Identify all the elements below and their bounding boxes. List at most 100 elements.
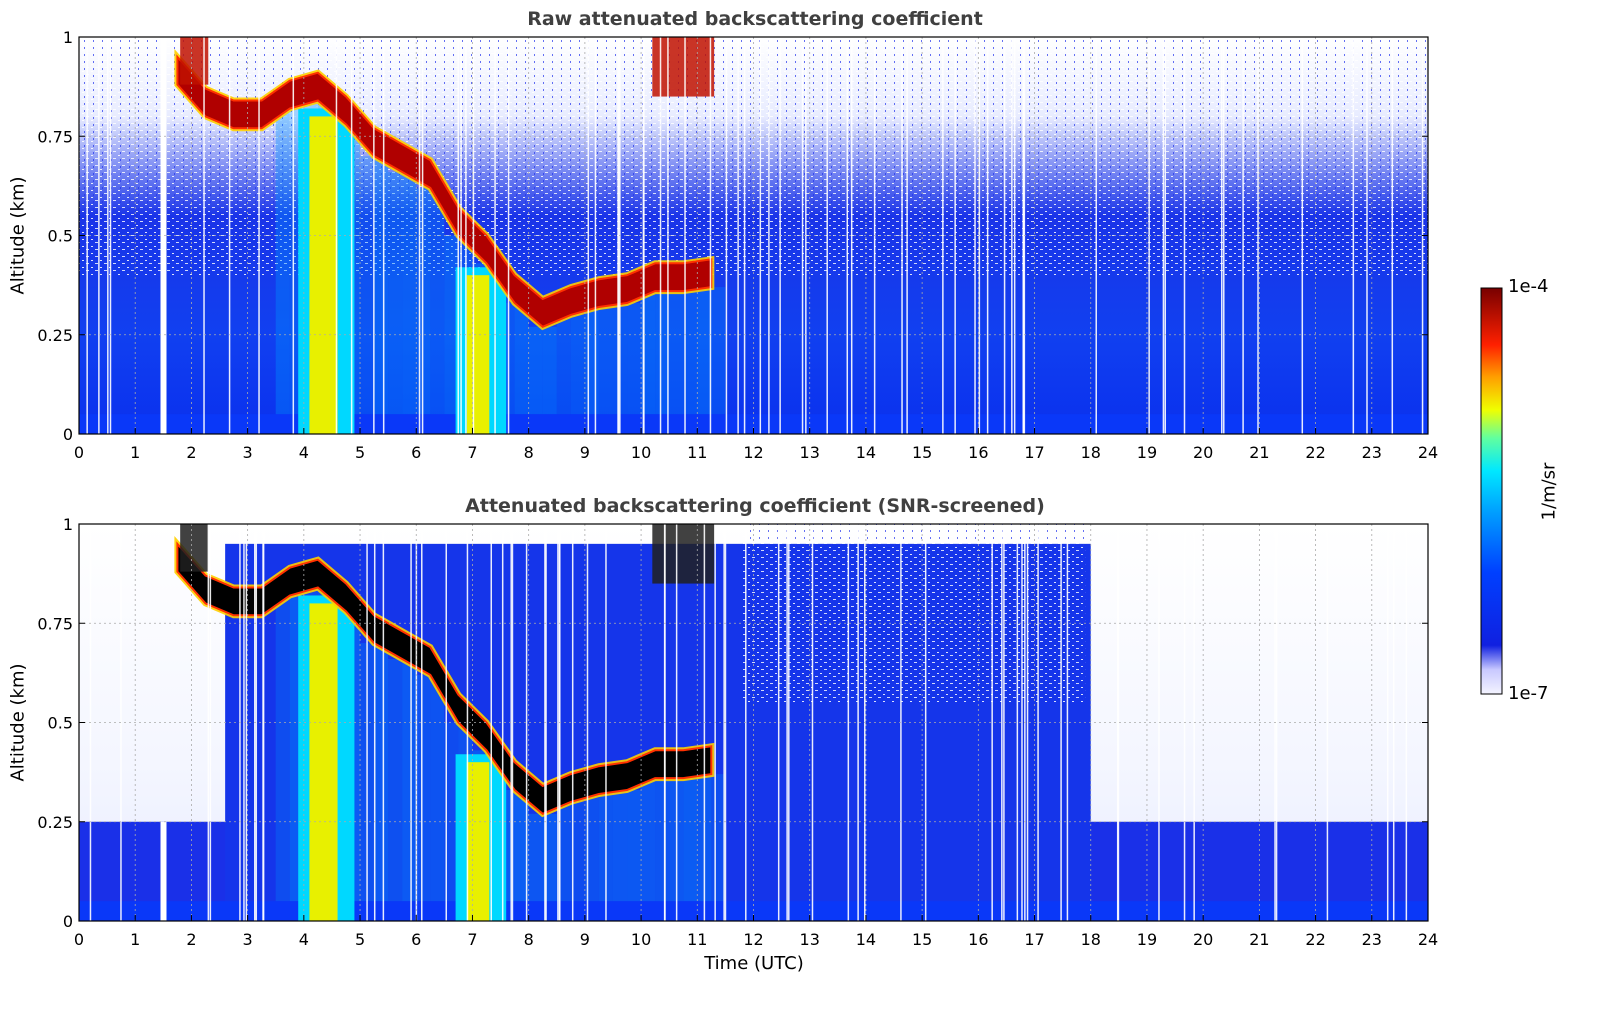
- bottom-data-gap: [245, 524, 248, 921]
- top-aerosol-column: [402, 171, 417, 415]
- bottom-data-gap: [511, 524, 514, 921]
- bottom-gridlines: [79, 524, 1428, 921]
- bottom-aerosol-column: [402, 658, 417, 902]
- bottom-x-tick-label: 18: [1081, 930, 1101, 949]
- top-x-tick-label: 5: [355, 443, 365, 462]
- bottom-aerosol-column: [514, 789, 529, 902]
- bottom-aerosol-column: [416, 674, 431, 902]
- top-data-gap: [942, 37, 944, 434]
- bottom-data-gap: [857, 524, 859, 921]
- top-data-gap: [901, 37, 903, 434]
- bottom-x-tick-label: 15: [912, 930, 932, 949]
- top-x-tick-label: 2: [186, 443, 196, 462]
- top-x-tick-label: 17: [1024, 443, 1044, 462]
- top-aerosol-column: [360, 156, 375, 415]
- top-data-gap: [1223, 37, 1225, 434]
- bottom-precip-shaft: [466, 762, 490, 921]
- top-aerosol-column: [444, 235, 459, 415]
- bottom-data-gap: [490, 524, 493, 921]
- bottom-data-gap: [207, 524, 210, 921]
- top-aerosol-column: [514, 302, 529, 415]
- bottom-data-gap: [1116, 524, 1119, 921]
- bottom-x-tick-label: 7: [467, 930, 477, 949]
- bottom-x-tick-label: 3: [243, 930, 253, 949]
- top-x-tick-label: 19: [1137, 443, 1157, 462]
- top-data-gap: [986, 37, 989, 434]
- top-data-gap: [107, 37, 109, 434]
- top-data-gap: [292, 37, 295, 434]
- top-data-gap: [768, 37, 770, 434]
- bottom-data-gap: [466, 524, 469, 921]
- bottom-data-gap: [262, 524, 265, 921]
- top-data-gap: [846, 37, 849, 434]
- bottom-data-gap: [777, 524, 780, 921]
- top-data-gap: [1011, 37, 1013, 434]
- bottom-x-axis-label: Time (UTC): [704, 953, 804, 974]
- bottom-data-gap: [1001, 524, 1003, 921]
- bottom-x-tick-label: 20: [1193, 930, 1213, 949]
- top-aerosol-column: [683, 291, 698, 415]
- bottom-data-gap: [1405, 524, 1408, 921]
- top-data-gap: [642, 37, 645, 434]
- bottom-aerosol-column: [627, 789, 642, 902]
- top-cloud-fragment: [652, 37, 715, 97]
- bottom-data-gap: [243, 524, 245, 921]
- bottom-aerosol-column: [655, 778, 670, 902]
- bottom-x-tick-label: 17: [1024, 930, 1044, 949]
- bottom-data-gap: [1037, 524, 1039, 921]
- bottom-noise-texture: [742, 524, 1086, 703]
- top-x-tick-label: 4: [299, 443, 309, 462]
- colorbar-max-label: 1e-4: [1508, 276, 1549, 297]
- top-x-tick-label: 24: [1418, 443, 1438, 462]
- bottom-y-tick-label: 1: [63, 515, 73, 534]
- bottom-data-gap: [586, 524, 589, 921]
- bottom-x-tick-label: 23: [1362, 930, 1382, 949]
- top-x-tick-label: 1: [130, 443, 140, 462]
- top-aerosol-column: [584, 306, 599, 415]
- top-data-gap: [617, 37, 619, 434]
- bottom-x-tick-label: 13: [800, 930, 820, 949]
- top-aerosol-column: [275, 108, 290, 415]
- bottom-data-gap: [255, 524, 258, 921]
- top-aerosol-column: [627, 302, 642, 415]
- top-chart-title: Raw attenuated backscattering coefficien…: [527, 8, 983, 30]
- bottom-data-gap: [1021, 524, 1023, 921]
- bottom-x-tick-label: 12: [743, 930, 763, 949]
- bottom-precip-shaft: [309, 603, 338, 921]
- bottom-aerosol-column: [430, 674, 445, 902]
- bottom-y-tick-label: 0: [63, 912, 73, 931]
- top-aerosol-column: [598, 306, 613, 415]
- bottom-cloud-layer: [176, 541, 713, 815]
- bottom-x-tick-label: 14: [856, 930, 876, 949]
- top-x-tick-label: 8: [524, 443, 534, 462]
- top-x-tick-label: 10: [631, 443, 651, 462]
- top-x-tick-label: 23: [1362, 443, 1382, 462]
- bottom-data-gap: [675, 524, 678, 921]
- top-x-tick-label: 0: [74, 443, 84, 462]
- top-aerosol-column: [388, 171, 403, 415]
- top-x-tick-label: 9: [580, 443, 590, 462]
- colorbar: [1480, 287, 1503, 695]
- bottom-aerosol-column: [528, 813, 543, 902]
- colorbar-unit-label: 1/m/sr: [1538, 462, 1560, 521]
- top-aerosol-column: [697, 287, 712, 415]
- bottom-data-gap: [1060, 524, 1062, 921]
- bottom-data-gap: [991, 524, 993, 921]
- bottom-data-gap: [1275, 524, 1278, 921]
- bottom-x-tick-label: 5: [355, 930, 365, 949]
- top-data-gap: [1221, 37, 1223, 434]
- top-data-gap: [667, 37, 669, 434]
- bottom-x-tick-label: 8: [524, 930, 534, 949]
- bottom-data-gap: [1392, 524, 1395, 921]
- top-x-tick-label: 3: [243, 443, 253, 462]
- top-aerosol-column: [374, 156, 389, 415]
- bottom-data-gap: [415, 524, 418, 921]
- bottom-aerosol-column: [584, 793, 599, 902]
- top-data-gap: [725, 37, 728, 434]
- top-data-gap: [1095, 37, 1097, 434]
- top-data-gap: [421, 37, 424, 434]
- top-x-tick-label: 7: [467, 443, 477, 462]
- bottom-data-gap: [786, 524, 788, 921]
- bottom-x-tick-label: 22: [1305, 930, 1325, 949]
- top-x-axis: 0 1 2 3 4 5 6 7 8 9 10 11 12 13 14 15 16 17 18 19 20 21 22 23 24: [74, 428, 1438, 462]
